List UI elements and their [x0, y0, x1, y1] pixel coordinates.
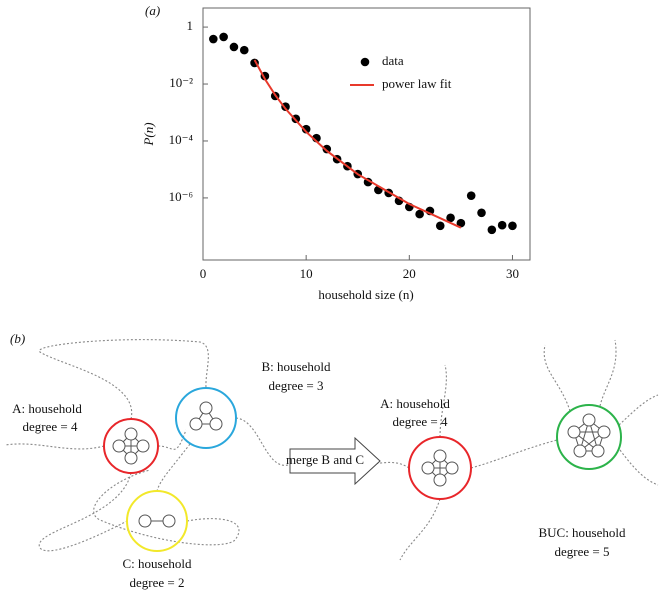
panel-a-label: (a) — [145, 3, 160, 18]
data-point — [209, 34, 218, 44]
x-tick-label: 10 — [300, 266, 313, 281]
link — [470, 439, 558, 469]
legend-label: power law fit — [382, 76, 452, 91]
member — [189, 417, 203, 431]
member — [112, 439, 126, 453]
x-axis-label: household size (n) — [318, 287, 413, 302]
household-degree: degree = 2 — [130, 575, 185, 590]
link — [619, 449, 659, 486]
link — [156, 443, 191, 492]
data-point — [446, 213, 455, 223]
data-point — [229, 42, 239, 52]
members — [112, 401, 611, 528]
link — [4, 443, 105, 450]
member — [138, 514, 152, 528]
data-point — [508, 221, 517, 231]
link — [93, 469, 240, 546]
x-tick-label: 30 — [506, 266, 519, 281]
data-point — [456, 218, 466, 228]
link — [157, 429, 187, 450]
link — [235, 417, 289, 466]
household-name: BUC: household — [538, 525, 626, 540]
member — [421, 461, 435, 475]
x-tick-label: 20 — [403, 266, 416, 281]
member — [124, 451, 138, 465]
link — [38, 339, 209, 420]
link — [399, 498, 441, 561]
household-name: A: household — [12, 401, 82, 416]
member — [597, 425, 611, 439]
household-c — [126, 490, 188, 552]
household-name: C: household — [123, 556, 192, 571]
y-tick-label: 10⁻² — [169, 75, 193, 90]
data-point — [497, 220, 507, 230]
data-point — [466, 191, 476, 200]
member — [582, 413, 596, 427]
household-name: A: household — [380, 396, 450, 411]
household-degree: degree = 3 — [269, 378, 324, 393]
household-name: B: household — [262, 359, 331, 374]
household-degree: degree = 4 — [23, 419, 78, 434]
household-b — [175, 387, 237, 449]
member — [162, 514, 176, 528]
y-axis-label: P(n) — [141, 122, 156, 146]
link — [618, 394, 659, 426]
fit-line — [253, 59, 462, 229]
member — [124, 427, 138, 441]
data-point — [219, 32, 228, 42]
member — [567, 425, 581, 439]
household-buc — [556, 404, 622, 470]
legend-marker — [360, 57, 370, 67]
link — [38, 472, 132, 552]
data-point — [322, 144, 332, 154]
y-tick-label: 10⁻⁴ — [169, 132, 194, 147]
data-point — [487, 225, 497, 235]
link — [349, 461, 410, 469]
link — [543, 344, 571, 412]
y-tick-label: 1 — [187, 18, 194, 33]
member — [573, 444, 587, 458]
household-degree: degree = 5 — [555, 544, 610, 559]
merge-arrow — [289, 436, 381, 486]
member — [433, 449, 447, 463]
data-point — [477, 208, 486, 218]
data-point — [435, 221, 445, 231]
member — [199, 401, 213, 415]
diagram: (b) merge B and C A: household degree = … — [4, 331, 659, 590]
y-tick-label: 10⁻⁶ — [169, 189, 193, 204]
member — [209, 417, 223, 431]
data-point — [239, 45, 249, 55]
panel-b-label: (b) — [10, 331, 25, 346]
household-degree: degree = 4 — [393, 414, 448, 429]
plot-frame — [202, 7, 531, 261]
member — [591, 444, 605, 458]
household-a-after — [408, 436, 472, 500]
data-point — [415, 209, 424, 219]
data-point — [301, 124, 311, 134]
link — [599, 339, 617, 407]
member — [445, 461, 459, 475]
member — [136, 439, 150, 453]
member — [433, 473, 447, 487]
x-tick-label: 0 — [200, 266, 207, 281]
merge-label: merge B and C — [286, 452, 364, 467]
household-a — [103, 418, 159, 474]
legend-label: data — [382, 53, 404, 68]
